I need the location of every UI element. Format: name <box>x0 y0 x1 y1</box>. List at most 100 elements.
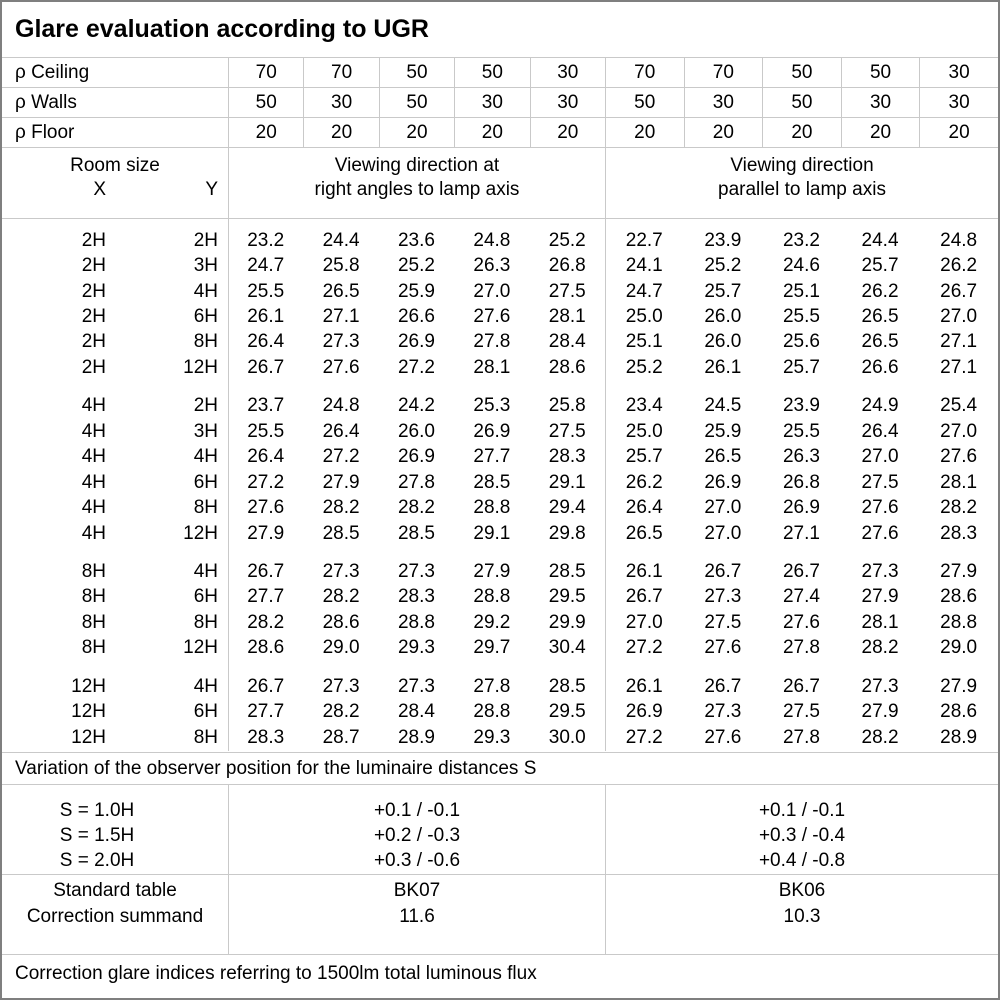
ugr-row: 4H 2H 23.7 24.8 24.2 25.3 25.8 23.4 24.5 23.9 24.9… <box>2 394 998 419</box>
ugr-value-cell: 26.7 <box>247 356 285 378</box>
summary-value: 11.6 <box>399 906 435 927</box>
ugr-value-cell: 27.2 <box>322 446 360 468</box>
ugr-value-cell: 26.6 <box>397 306 435 328</box>
subheader: Room size X Y Viewing direction at right… <box>2 148 998 219</box>
ugr-row: 2H 6H 26.1 27.1 26.6 27.6 28.1 25.0 26.0 25.5 26.5… <box>2 304 998 329</box>
room-size-x-cell: 4H <box>81 446 106 468</box>
ugr-value-cell: 27.6 <box>861 497 899 519</box>
ugr-value-cell: 29.0 <box>322 637 360 659</box>
ugr-row: 2H 4H 25.5 26.5 25.9 27.0 27.5 24.7 25.7 25.1 26.2… <box>2 279 998 304</box>
ugr-value-cell: 25.7 <box>861 255 899 277</box>
ugr-value-cell: 25.8 <box>548 395 586 417</box>
ugr-value-cell: 28.8 <box>473 586 511 608</box>
ugr-value-cell: 26.3 <box>473 255 511 277</box>
reflectance-value-cell: 20 <box>919 118 998 147</box>
ugr-value-cell: 27.8 <box>473 675 511 697</box>
footer-note: Correction glare indices referring to 15… <box>15 963 537 984</box>
ugr-body: 2H 2H 23.2 24.4 23.6 24.8 25.2 22.7 23.9 23.2 24.4… <box>2 219 998 753</box>
reflectance-value-cell: 50 <box>454 58 529 87</box>
ugr-row: 12H 8H 28.3 28.7 28.9 29.3 30.0 27.2 27.6 27.8 28.… <box>2 725 998 750</box>
ugr-value-cell: 28.2 <box>247 611 285 633</box>
reflectance-value-cell: 50 <box>840 58 920 87</box>
ugr-value-cell: 30.0 <box>548 726 586 748</box>
summary-labels: Standard table Correction summand <box>2 875 228 954</box>
ugr-row: 8H 6H 27.7 28.2 28.3 28.8 29.5 26.7 27.3 27.4 27.9… <box>2 585 998 610</box>
reflectance-value-cell: 20 <box>840 118 920 147</box>
ugr-value-cell: 28.8 <box>397 611 435 633</box>
ugr-value-cell: 29.5 <box>548 701 586 723</box>
room-size-y-cell: 4H <box>193 675 218 697</box>
ugr-value-cell: 27.3 <box>704 701 742 723</box>
ugr-value-cell: 26.6 <box>861 356 899 378</box>
ugr-value-cell: 25.7 <box>625 446 663 468</box>
ugr-value-cell: 29.1 <box>548 471 586 493</box>
room-size-y-cell: 2H <box>193 395 218 417</box>
ugr-value-cell: 27.8 <box>397 471 435 493</box>
ugr-value-cell: 26.1 <box>625 560 663 582</box>
summary-label: Standard table <box>53 880 177 901</box>
ugr-value-cell: 26.7 <box>940 280 978 302</box>
room-size-x-cell: 8H <box>81 637 106 659</box>
ugr-value-cell: 27.6 <box>473 306 511 328</box>
ugr-value-cell: 27.3 <box>322 560 360 582</box>
ugr-value-cell: 28.9 <box>397 726 435 748</box>
ugr-value-cell: 26.5 <box>322 280 360 302</box>
variation-distance-label: S = 2.0H <box>59 850 135 871</box>
ugr-value-cell: 29.3 <box>397 637 435 659</box>
ugr-value-cell: 26.3 <box>782 446 820 468</box>
ugr-value-cell: 28.5 <box>548 560 586 582</box>
room-size-x-cell: 2H <box>81 356 106 378</box>
ugr-value-cell: 27.9 <box>861 701 899 723</box>
ugr-value-cell: 27.5 <box>861 471 899 493</box>
column-divider <box>605 219 606 751</box>
ugr-value-cell: 26.1 <box>247 306 285 328</box>
variation-value: +0.2 / -0.3 <box>373 825 461 846</box>
ugr-value-cell: 24.7 <box>247 255 285 277</box>
ugr-value-cell: 27.4 <box>782 586 820 608</box>
reflectance-value-cell: 20 <box>683 118 763 147</box>
ugr-value-cell: 26.5 <box>704 446 742 468</box>
group-header-line: right angles to lamp axis <box>314 179 520 200</box>
reflectance-value-cell: 70 <box>303 58 378 87</box>
room-size-y-cell: 8H <box>193 726 218 748</box>
x-column-label: X <box>93 179 106 200</box>
ugr-value-cell: 27.5 <box>548 420 586 442</box>
ugr-value-cell: 27.3 <box>861 560 899 582</box>
ugr-value-cell: 29.0 <box>940 637 978 659</box>
ugr-value-cell: 27.3 <box>704 586 742 608</box>
ugr-value-cell: 25.1 <box>625 331 663 353</box>
ugr-value-cell: 26.5 <box>861 306 899 328</box>
room-size-x-cell: 8H <box>81 560 106 582</box>
reflectance-row-label: ρ Walls <box>15 91 77 113</box>
ugr-value-cell: 27.9 <box>940 675 978 697</box>
ugr-value-cell: 24.8 <box>940 229 978 251</box>
ugr-value-cell: 27.9 <box>322 471 360 493</box>
variation-value: +0.3 / -0.4 <box>758 825 846 846</box>
ugr-value-cell: 28.2 <box>861 637 899 659</box>
ugr-value-cell: 27.0 <box>625 611 663 633</box>
ugr-value-cell: 26.4 <box>247 446 285 468</box>
ugr-value-cell: 28.5 <box>322 522 360 544</box>
ugr-value-cell: 28.5 <box>548 675 586 697</box>
ugr-value-cell: 27.2 <box>625 726 663 748</box>
ugr-value-cell: 28.2 <box>322 701 360 723</box>
room-size-x-cell: 4H <box>81 471 106 493</box>
reflectance-value-cell: 30 <box>454 88 529 117</box>
ugr-value-cell: 28.1 <box>548 306 586 328</box>
ugr-value-cell: 28.5 <box>473 471 511 493</box>
ugr-value-cell: 24.5 <box>704 395 742 417</box>
ugr-value-cell: 28.3 <box>548 446 586 468</box>
reflectance-value-cell: 50 <box>762 58 841 87</box>
room-size-x-cell: 8H <box>81 586 106 608</box>
ugr-value-cell: 27.0 <box>940 306 978 328</box>
summary-label: Correction summand <box>26 906 204 927</box>
ugr-value-cell: 25.2 <box>704 255 742 277</box>
ugr-value-cell: 26.7 <box>704 675 742 697</box>
ugr-value-cell: 23.4 <box>625 395 663 417</box>
ugr-value-cell: 27.9 <box>861 586 899 608</box>
room-size-x-cell: 4H <box>81 522 106 544</box>
reflectance-value-cell: 50 <box>228 88 303 117</box>
ugr-value-cell: 28.6 <box>247 637 285 659</box>
ugr-value-cell: 27.9 <box>247 522 285 544</box>
reflectance-row: ρ Walls 50 30 50 30 30 50 30 50 30 30 <box>2 88 998 118</box>
